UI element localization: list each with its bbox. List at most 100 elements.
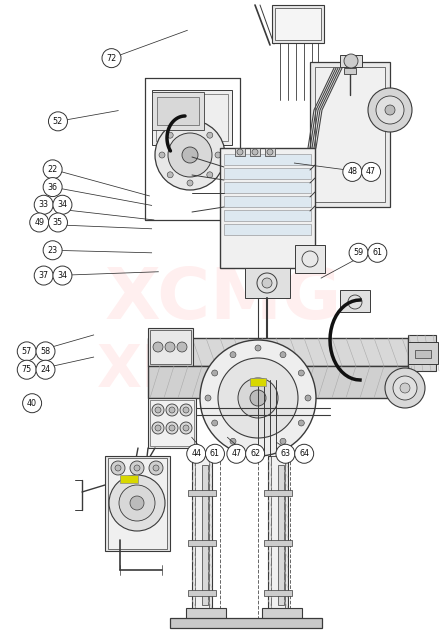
Text: XPARTS: XPARTS: [97, 341, 349, 399]
Circle shape: [343, 162, 362, 181]
Circle shape: [159, 152, 165, 158]
Circle shape: [238, 378, 278, 418]
Bar: [148, 398, 196, 448]
Circle shape: [34, 195, 53, 214]
Circle shape: [53, 266, 72, 285]
Circle shape: [166, 422, 178, 434]
Text: 49: 49: [34, 218, 44, 227]
Circle shape: [255, 445, 261, 451]
Text: 34: 34: [58, 200, 67, 209]
Text: 52: 52: [53, 117, 63, 126]
Circle shape: [230, 351, 236, 358]
Circle shape: [155, 407, 161, 413]
Circle shape: [206, 444, 224, 463]
Circle shape: [30, 213, 49, 232]
Bar: [224, 154, 311, 165]
Bar: [152, 90, 232, 145]
Circle shape: [43, 241, 62, 260]
Circle shape: [280, 439, 286, 444]
Bar: [275, 8, 321, 40]
Circle shape: [36, 342, 55, 361]
Bar: [340, 55, 362, 67]
Circle shape: [180, 404, 192, 416]
Text: 35: 35: [53, 218, 63, 227]
Bar: [268, 456, 288, 611]
Bar: [265, 148, 275, 156]
Bar: [224, 182, 311, 193]
Circle shape: [53, 195, 72, 214]
Bar: [344, 68, 356, 74]
Text: 24: 24: [41, 365, 50, 374]
Text: 34: 34: [58, 271, 67, 280]
Bar: [152, 92, 204, 130]
Bar: [148, 366, 408, 398]
Bar: [170, 618, 322, 628]
Bar: [157, 97, 199, 125]
Circle shape: [155, 120, 225, 190]
Circle shape: [385, 368, 425, 408]
Bar: [310, 62, 390, 207]
Bar: [264, 540, 292, 546]
Circle shape: [183, 407, 189, 413]
Text: 36: 36: [48, 183, 58, 191]
Circle shape: [295, 444, 314, 463]
Bar: [408, 335, 436, 371]
Circle shape: [155, 425, 161, 431]
Circle shape: [252, 149, 258, 155]
Bar: [262, 608, 302, 622]
Bar: [408, 342, 438, 364]
Text: 61: 61: [372, 248, 382, 257]
Bar: [224, 210, 311, 221]
Bar: [271, 456, 285, 611]
Circle shape: [17, 342, 36, 361]
Circle shape: [49, 112, 67, 131]
Circle shape: [130, 496, 144, 510]
Circle shape: [215, 152, 221, 158]
Circle shape: [362, 162, 380, 181]
Circle shape: [255, 345, 261, 351]
Bar: [224, 168, 311, 179]
Circle shape: [17, 360, 36, 379]
Bar: [220, 148, 315, 268]
Circle shape: [134, 465, 140, 471]
Text: 61: 61: [210, 449, 220, 458]
Circle shape: [43, 160, 62, 179]
Bar: [250, 378, 266, 386]
Text: 58: 58: [41, 347, 50, 356]
Text: 33: 33: [39, 200, 49, 209]
Bar: [224, 196, 311, 207]
Bar: [150, 330, 191, 364]
Circle shape: [262, 278, 272, 288]
Bar: [272, 5, 324, 43]
Circle shape: [153, 465, 159, 471]
Circle shape: [169, 407, 175, 413]
Circle shape: [115, 465, 121, 471]
Bar: [315, 67, 385, 202]
Bar: [340, 290, 370, 312]
Circle shape: [237, 149, 243, 155]
Circle shape: [187, 444, 206, 463]
Bar: [235, 148, 245, 156]
Circle shape: [267, 149, 273, 155]
Text: 37: 37: [39, 271, 49, 280]
Bar: [202, 465, 208, 605]
Circle shape: [218, 358, 298, 438]
Circle shape: [167, 172, 173, 178]
Circle shape: [205, 395, 211, 401]
Text: 40: 40: [27, 399, 37, 408]
Circle shape: [153, 342, 163, 352]
Circle shape: [298, 370, 304, 376]
Circle shape: [177, 342, 187, 352]
Circle shape: [43, 178, 62, 197]
Bar: [264, 490, 292, 496]
Circle shape: [200, 340, 316, 456]
Circle shape: [385, 105, 395, 115]
Bar: [264, 590, 292, 596]
Circle shape: [250, 390, 266, 406]
Circle shape: [207, 172, 213, 178]
Circle shape: [246, 444, 264, 463]
Circle shape: [344, 54, 358, 68]
Circle shape: [368, 88, 412, 132]
Circle shape: [166, 404, 178, 416]
Bar: [148, 338, 408, 366]
